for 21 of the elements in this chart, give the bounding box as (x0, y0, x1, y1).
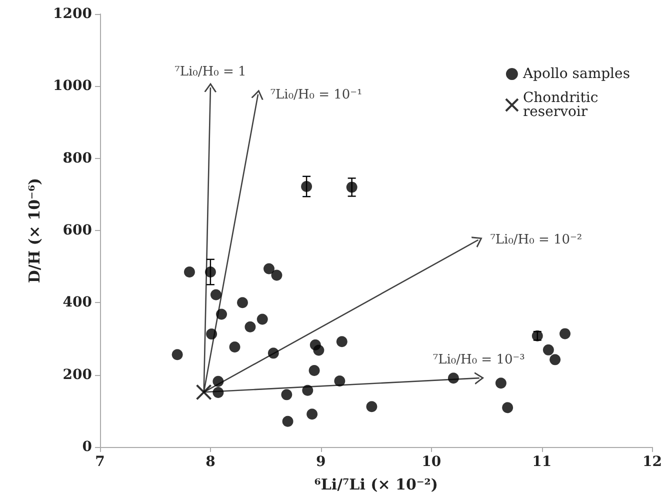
x-tick-label: 11 (532, 454, 552, 470)
x-tick-label: 10 (422, 454, 442, 470)
legend-label: Chondritic reservoir (522, 90, 598, 120)
x-axis-title: ⁶Li/⁷Li (× 10⁻²) (314, 476, 438, 494)
y-tick-label: 600 (62, 222, 92, 238)
y-tick-label: 1200 (53, 6, 92, 22)
x-tick-label: 7 (95, 454, 105, 470)
series-label: ⁷Li₀/H₀ = 10⁻¹ (270, 87, 362, 102)
y-tick-label: 400 (62, 294, 92, 311)
series-label: ⁷Li₀/H₀ = 10⁻³ (432, 352, 525, 368)
y-tick-label: 200 (62, 366, 92, 383)
series-label: ⁷Li₀/H₀ = 1 (174, 64, 246, 80)
x-tick-label: 12 (642, 454, 662, 470)
y-tick-label: 1000 (53, 78, 92, 94)
y-tick-label: 800 (62, 150, 92, 166)
y-tick-label: 0 (82, 439, 92, 455)
x-tick-label: 8 (206, 454, 216, 470)
x-tick-label: 9 (316, 454, 326, 470)
legend-label: Apollo samples (522, 66, 630, 82)
y-axis-title: D/H (× 10⁻⁶) (26, 178, 44, 284)
series-label: ⁷Li₀/H₀ = 10⁻² (490, 232, 582, 248)
